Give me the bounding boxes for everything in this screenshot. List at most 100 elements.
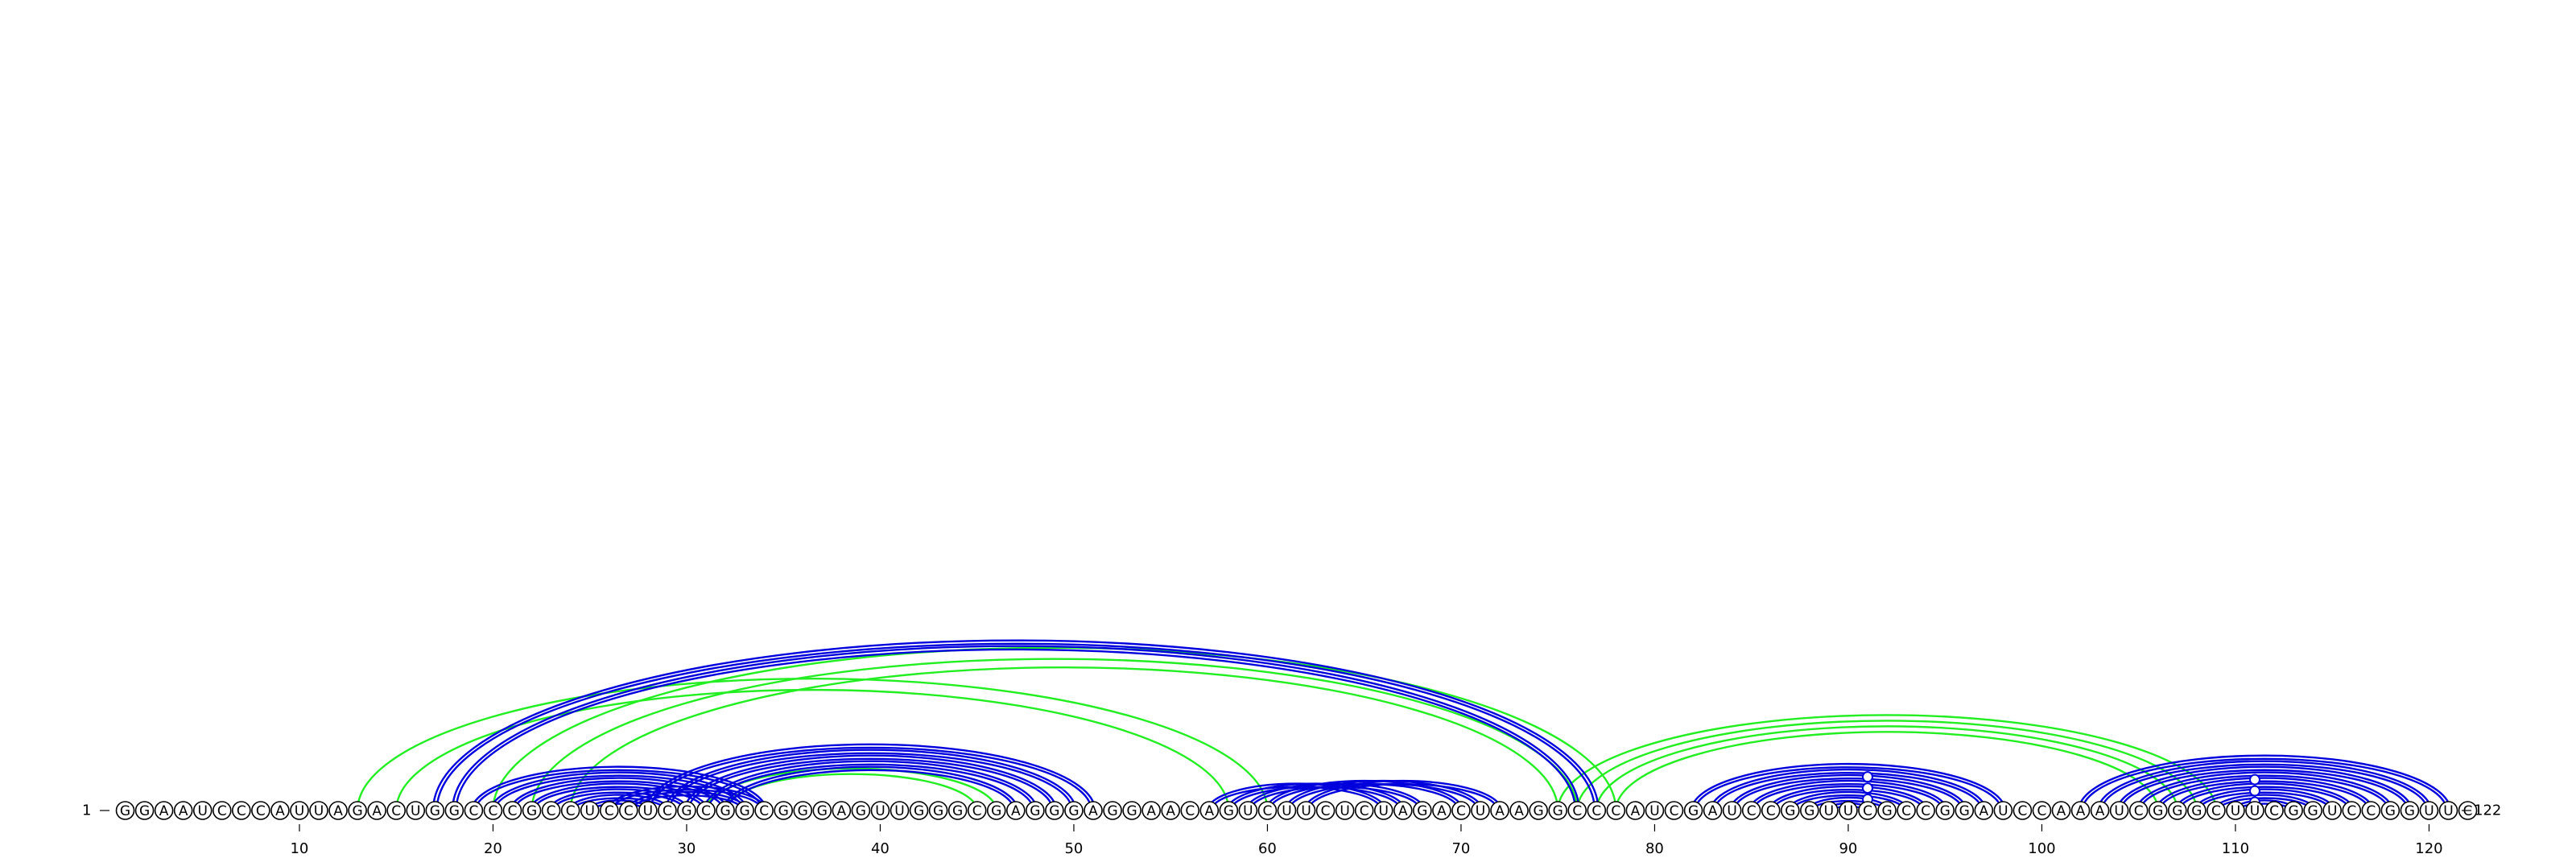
nucleotide-letter: A	[1011, 803, 1021, 819]
nucleotide: U	[870, 801, 890, 820]
base-pair-arc	[395, 688, 1230, 811]
nucleotide-letter: G	[720, 803, 730, 819]
nucleotide-letter: A	[372, 803, 382, 819]
nucleotide-letter: G	[1107, 803, 1117, 819]
nucleotide-letter: C	[1321, 803, 1331, 819]
nucleotide: G	[2284, 801, 2303, 820]
nucleotide: G	[947, 801, 968, 820]
nucleotide-letter: C	[469, 803, 478, 819]
nucleotide: G	[1219, 801, 1239, 820]
nucleotide: G	[716, 801, 735, 820]
nucleotide: A	[1084, 801, 1103, 820]
nucleotide-letter: G	[798, 803, 808, 819]
nucleotide: G	[774, 801, 794, 820]
nucleotide: C	[658, 801, 677, 820]
sequence-end-label: 122	[2474, 802, 2501, 819]
nucleotide-letter: G	[1224, 803, 1234, 819]
nucleotide-circle	[928, 801, 948, 820]
nucleotide: G	[1877, 801, 1897, 820]
nucleotide-letter: G	[353, 803, 363, 819]
base-pair-arc	[1710, 768, 1987, 811]
base-pair-arc	[551, 791, 686, 811]
nucleotide-letter: C	[1901, 803, 1911, 819]
nucleotide-letter: C	[2366, 803, 2376, 819]
nucleotide-circle	[1026, 801, 1045, 820]
nucleotide-circle	[290, 801, 309, 820]
tick-label: 120	[2415, 840, 2442, 857]
nucleotide: G	[812, 801, 832, 820]
nucleotide-circle	[890, 801, 910, 820]
nucleotide: G	[2400, 801, 2420, 820]
base-pair-arc	[1752, 783, 1945, 811]
nucleotide-circle	[1683, 801, 1703, 820]
nucleotide: G	[1103, 801, 1122, 820]
nucleotide: G	[986, 801, 1006, 820]
nucleotide-letter: U	[1301, 803, 1311, 819]
nucleotide-letter: G	[2385, 803, 2396, 819]
nucleotide: G	[2148, 801, 2168, 820]
nucleotide: G	[1026, 801, 1045, 820]
nucleotide: G	[1955, 801, 1975, 820]
nucleotide-circle	[134, 801, 155, 820]
base-pair-arc	[2116, 765, 2413, 811]
tick-label: 70	[1451, 840, 1470, 857]
nucleotide-circle	[1625, 801, 1645, 820]
base-pair-arc	[1790, 794, 1905, 811]
nucleotide: A	[832, 801, 852, 820]
nucleotide-circle	[1471, 801, 1490, 820]
nucleotide: G	[2303, 801, 2322, 820]
base-pair-arc	[2194, 788, 2335, 811]
nucleotide-circle	[1877, 801, 1897, 820]
base-pair-arc	[532, 786, 705, 811]
nucleotide-letter: C	[1670, 803, 1679, 819]
nucleotide-circle	[1858, 801, 1877, 820]
nucleotide-circle	[2168, 801, 2187, 820]
base-pair-arc	[530, 658, 1579, 811]
nucleotide-circle	[1219, 801, 1239, 820]
nucleotide-circle	[406, 801, 426, 820]
nucleotide: G	[1781, 801, 1800, 820]
nucleotide-circle	[154, 801, 174, 820]
nucleotide: C	[464, 801, 484, 820]
nucleotide-letter: C	[1263, 803, 1273, 819]
nucleotide-circle	[851, 801, 871, 820]
nucleotide: A	[1432, 801, 1451, 820]
nucleotide: U	[1277, 801, 1297, 820]
nucleotide-circle	[1916, 801, 1935, 820]
nucleotide-circle	[1238, 801, 1258, 820]
base-pair-arc	[493, 774, 744, 811]
nucleotide: U	[192, 801, 213, 820]
nucleotide: C	[2013, 801, 2033, 820]
nucleotide: U	[290, 801, 309, 820]
nucleotide-letter: A	[1088, 803, 1098, 819]
nucleotide-letter: C	[2463, 803, 2473, 819]
nucleotide: C	[1315, 801, 1335, 820]
nucleotide-letter: G	[1785, 803, 1795, 819]
nucleotide-circle	[1839, 801, 1858, 820]
nucleotide: G	[425, 801, 445, 820]
nucleotide: G	[115, 801, 135, 820]
nucleotide-letter: G	[1030, 803, 1040, 819]
nucleotide-letter: U	[1649, 803, 1659, 819]
nucleotide-letter: U	[314, 803, 324, 819]
nucleotide: C	[560, 801, 580, 820]
nucleotide-letter: G	[1688, 803, 1699, 819]
nucleotide: G	[1064, 801, 1084, 820]
nucleotide-letter: C	[566, 803, 576, 819]
nucleotide-letter: A	[1708, 803, 1718, 819]
nucleotide: G	[134, 801, 155, 820]
base-pair-arc	[703, 760, 1038, 811]
base-pair-arc	[2081, 757, 2448, 811]
nucleotide-letter: G	[952, 803, 963, 819]
nucleotide-circle	[1703, 801, 1723, 820]
nucleotide: A	[2070, 801, 2091, 820]
nucleotide-letter: A	[1146, 803, 1156, 819]
nucleotide-letter: A	[2095, 803, 2105, 819]
base-pair-arc	[687, 757, 1054, 811]
nucleotide-circle	[212, 801, 232, 820]
nucleotide-letter: U	[1998, 803, 2008, 819]
nucleotide: A	[270, 801, 290, 820]
nucleotide: A	[1393, 801, 1413, 820]
nucleotide-letter: G	[2405, 803, 2415, 819]
